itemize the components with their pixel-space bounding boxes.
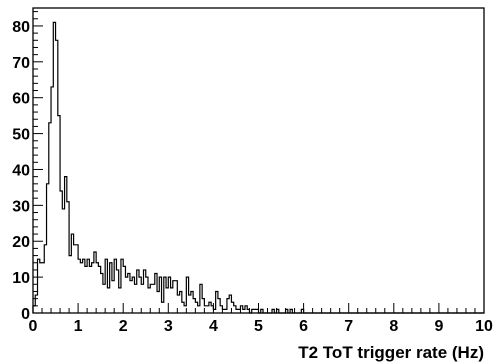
x-axis-title: T2 ToT trigger rate (Hz) bbox=[298, 343, 484, 362]
x-tick-label: 9 bbox=[434, 318, 443, 335]
y-tick-label: 0 bbox=[21, 306, 30, 323]
y-tick-label: 20 bbox=[12, 234, 30, 251]
x-tick-label: 0 bbox=[29, 318, 38, 335]
x-tick-label: 8 bbox=[389, 318, 398, 335]
y-tick-label: 60 bbox=[12, 91, 30, 108]
plot-frame bbox=[32, 7, 485, 314]
x-tick-label: 6 bbox=[299, 318, 308, 335]
x-tick-label: 3 bbox=[164, 318, 173, 335]
y-tick-label: 50 bbox=[12, 127, 30, 144]
y-tick-label: 10 bbox=[12, 270, 30, 287]
y-tick-labels: 0 10 20 30 40 50 60 70 80 bbox=[12, 19, 30, 323]
y-tick-label: 40 bbox=[12, 162, 30, 179]
x-tick-label: 10 bbox=[475, 318, 493, 335]
x-tick-label: 1 bbox=[74, 318, 83, 335]
axis-ticks bbox=[32, 11, 485, 314]
x-tick-labels: 0 1 2 3 4 5 6 7 8 9 10 bbox=[29, 318, 493, 335]
x-tick-label: 2 bbox=[119, 318, 128, 335]
y-tick-label: 30 bbox=[12, 198, 30, 215]
x-tick-label: 5 bbox=[254, 318, 263, 335]
x-tick-label: 4 bbox=[209, 318, 218, 335]
y-tick-label: 70 bbox=[12, 55, 30, 72]
x-tick-label: 7 bbox=[344, 318, 353, 335]
y-tick-label: 80 bbox=[12, 19, 30, 36]
